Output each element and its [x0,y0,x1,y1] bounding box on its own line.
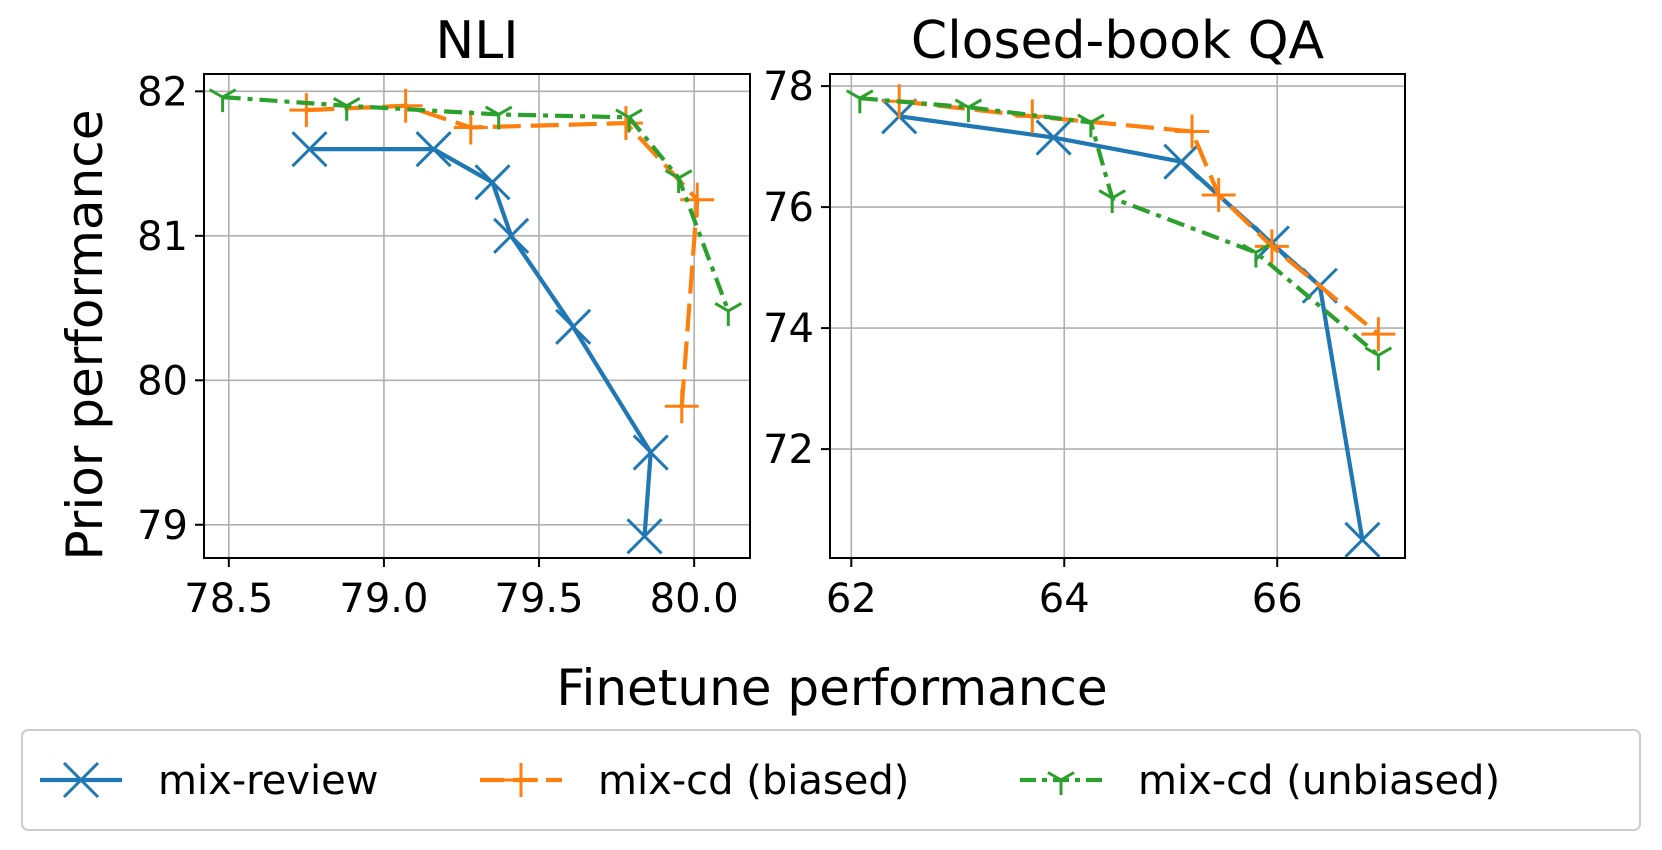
qa-x-tick-label: 64 [1039,576,1090,622]
nli-x-tick-label: 79.0 [339,576,428,622]
nli-series-2-point [615,108,643,133]
nli-series-0-line [309,147,653,537]
nli-series-0-point [474,164,511,201]
qa-series-1-point [1361,317,1396,352]
qa-series-2-point [846,89,874,114]
nli-y-tick-label: 79 [137,503,188,549]
qa-series-2-line [859,96,1380,357]
nli-series-1-point [664,389,699,424]
qa-series-2-point [954,98,983,123]
legend-entry-2-marker [1047,771,1075,795]
nli-series-1-point [453,110,488,145]
nli-series-2-point [714,302,743,326]
legend-entry-0: mix-review [40,758,378,804]
nli-x-tick-label: 80.0 [650,576,739,622]
legend: mix-review mix-cd (biased) mix-cd (unbiase… [21,729,1641,831]
qa-series-1-point [1254,229,1289,264]
nli-x-tick-label: 78.5 [184,576,273,622]
qa-y-tick-label: 74 [763,306,814,352]
qa-x-tick-label: 66 [1252,576,1303,622]
chart-closed-book-qa: 62 64 66 72 74 76 78 Closed-book QA [763,11,1406,622]
nli-series-2-point [208,88,237,113]
qa-plot-frame [829,73,1406,559]
nli-series-0-point [415,131,452,168]
legend-entry-0-marker [62,761,100,799]
nli-series-0-point [291,131,328,168]
nli-series-0-point [626,518,663,555]
nli-series-1-point [608,106,643,141]
x-axis-label: Finetune performance [556,659,1107,717]
nli-plot-frame [203,73,751,559]
nli-series-2-point [332,96,361,121]
qa-series-0-point [1035,119,1072,156]
nli-title: NLI [435,11,518,71]
qa-series-1-point [1201,178,1236,212]
qa-series-0-point [1163,143,1200,180]
nli-series-0-point [493,217,530,254]
qa-series-1-line [898,99,1380,336]
qa-y-tick-label: 72 [763,427,814,473]
qa-x-tick-label: 62 [826,576,877,622]
nli-y-tick-label: 80 [137,358,188,404]
nli-series-0 [291,131,669,555]
legend-entry-1-marker [504,763,538,797]
qa-series-2-point [1077,113,1105,138]
qa-series-0-point [1344,521,1381,558]
qa-y-tick-label: 78 [763,64,814,110]
qa-series-2-point [1364,346,1393,371]
nli-x-tick-label: 79.5 [495,576,584,622]
nli-series-2-point [484,105,513,130]
legend-entry-1-label: mix-cd (biased) [598,758,909,804]
nli-series-1-point [388,88,423,123]
nli-series-2-point [664,169,693,194]
legend-entries: mix-review mix-cd (biased) mix-cd (unbiase… [40,758,1500,804]
chart-nli: 78.5 79.0 79.5 80.0 79 80 81 82 NLI [137,11,751,622]
qa-series-0-line [898,114,1365,541]
legend-entry-0-label: mix-review [158,758,378,804]
qa-series-2-point [1098,189,1126,214]
legend-entry-1: mix-cd (biased) [480,758,909,804]
y-axis-label: Prior performance [56,110,114,561]
qa-series-1-point [1175,114,1210,149]
nli-series-0-point [632,434,669,471]
legend-entry-2: mix-cd (unbiased) [1020,758,1500,804]
nli-series-2-line [222,95,731,312]
nli-series-2 [208,88,743,326]
legend-box [21,729,1641,831]
qa-series-2-point [1242,243,1270,268]
qa-series-2 [846,89,1393,371]
qa-y-tick-label: 76 [763,185,814,231]
nli-series-1-point [289,93,324,128]
legend-entry-2-label: mix-cd (unbiased) [1138,758,1500,804]
nli-y-tick-label: 82 [137,69,188,115]
nli-series-0-point [555,308,592,345]
nli-y-tick-label: 81 [137,214,188,260]
qa-title: Closed-book QA [911,11,1325,71]
nli-series-1 [289,88,715,424]
